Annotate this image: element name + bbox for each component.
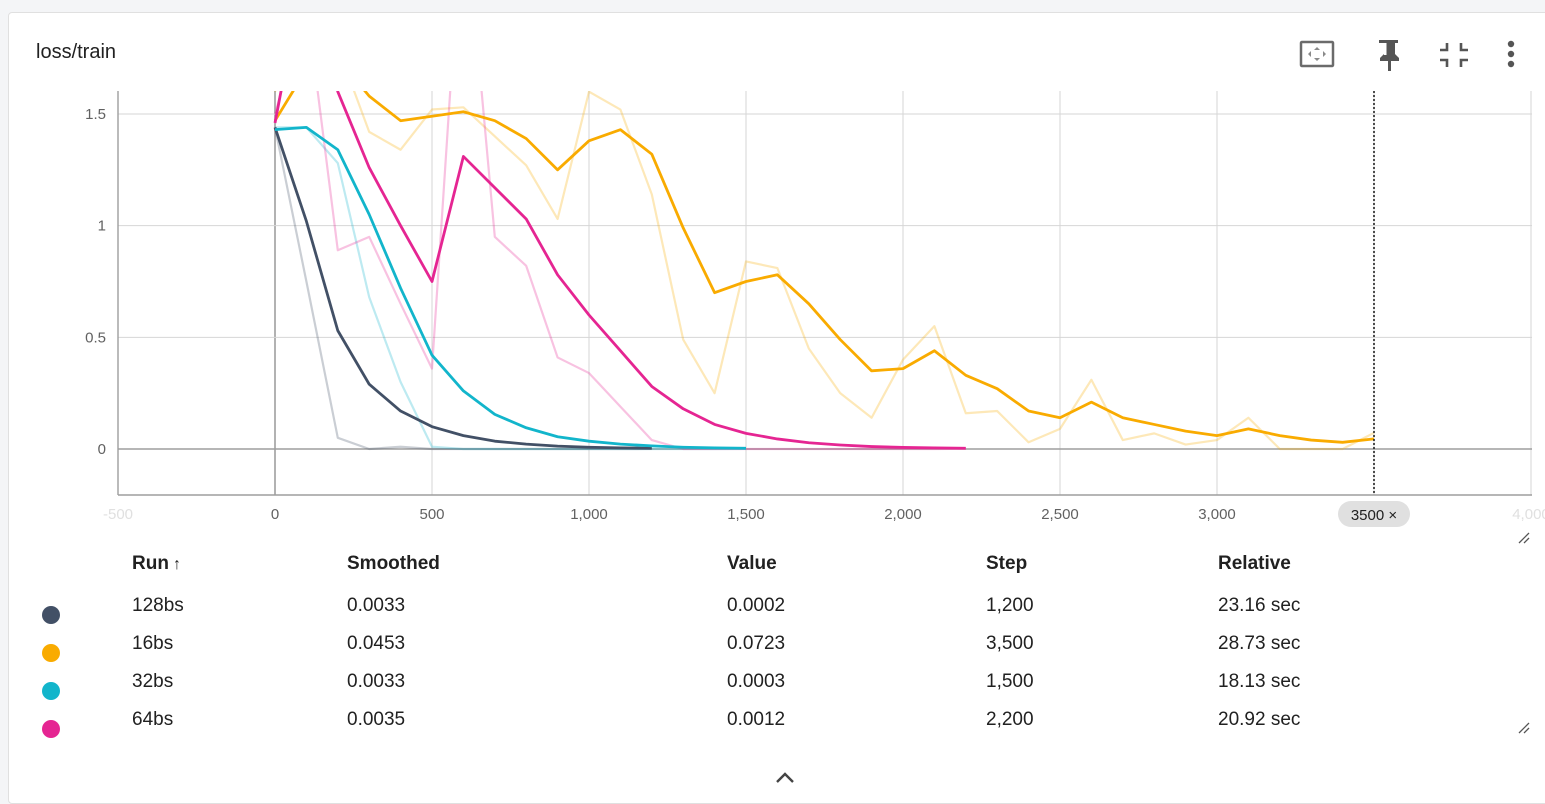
- cell-step: 2,200: [986, 709, 1034, 730]
- chevron-up-icon[interactable]: [772, 768, 798, 788]
- x-tick-label: 1,500: [727, 506, 765, 523]
- cell-smoothed: 0.0453: [347, 633, 406, 654]
- table-header: Run ↑ Smoothed Value Step Relative: [9, 553, 1545, 591]
- scalar-card: loss/train 0 0.5 1 1.5 -500 0 500 1,000 1,500 2,0…: [8, 12, 1545, 804]
- line-chart[interactable]: 0 0.5 1 1.5 -500 0 500 1,000 1,500 2,000 2,500 3,00…: [9, 13, 1545, 533]
- x-tick-label: 3,000: [1198, 506, 1236, 523]
- cell-step: 1,500: [986, 671, 1034, 692]
- cell-step: 1,200: [986, 595, 1034, 616]
- x-tick-label: -500: [103, 506, 133, 523]
- cell-relative: 28.73 sec: [1218, 633, 1301, 654]
- table-row[interactable]: 64bs 0.0035 0.0012 2,200 20.92 sec: [9, 709, 1545, 747]
- header-step[interactable]: Step: [986, 553, 1028, 574]
- cell-run: 16bs: [132, 633, 174, 654]
- cell-relative: 20.92 sec: [1218, 709, 1301, 730]
- cell-run: 64bs: [132, 709, 174, 730]
- smoothed-line-32bs: [274, 126, 747, 450]
- step-chip-bg: [1338, 501, 1410, 527]
- cell-value: 0.0002: [727, 595, 786, 616]
- smoothed-line-64bs: [273, 91, 966, 450]
- x-tick-label: 2,000: [884, 506, 922, 523]
- cell-relative: 23.16 sec: [1218, 595, 1301, 616]
- x-tick-label: 1,000: [570, 506, 608, 523]
- smoothed-line-16bs: [273, 91, 1375, 444]
- pin-icon: [1379, 40, 1399, 71]
- raw-line-32bs: [275, 126, 747, 451]
- x-tick-label: 2,500: [1041, 506, 1079, 523]
- cell-smoothed: 0.0033: [347, 595, 406, 616]
- run-color-swatch: [42, 606, 60, 624]
- raw-line-16bs: [274, 91, 1375, 451]
- x-tick-label: 500: [419, 506, 444, 523]
- card-title: loss/train: [36, 41, 117, 63]
- step-chip-label: 3500 ×: [1351, 507, 1397, 524]
- cell-value: 0.0012: [727, 709, 786, 730]
- fit-domain-button[interactable]: [1299, 39, 1335, 71]
- sort-arrow-icon: ↑: [172, 556, 181, 573]
- run-color-swatch: [42, 644, 60, 662]
- cell-value: 0.0003: [727, 671, 786, 692]
- collapse-card-button[interactable]: [1436, 39, 1472, 71]
- table-row[interactable]: 16bs 0.0453 0.0723 3,500 28.73 sec: [9, 633, 1545, 671]
- gridlines: [117, 91, 1532, 495]
- run-color-swatch: [42, 720, 60, 738]
- resize-handle-icon[interactable]: [1517, 531, 1531, 545]
- cell-relative: 18.13 sec: [1218, 671, 1301, 692]
- y-tick-label: 0.5: [85, 329, 106, 346]
- smoothed-line-128bs: [273, 126, 652, 450]
- header-run[interactable]: Run ↑: [132, 553, 181, 574]
- step-marker-chip[interactable]: 3500 ×: [1338, 501, 1410, 527]
- header-smoothed[interactable]: Smoothed: [347, 553, 440, 574]
- x-tick-label: 4,000: [1512, 506, 1545, 523]
- y-tick-label: 1.5: [85, 106, 106, 123]
- raw-line-64bs: [273, 91, 966, 451]
- cell-step: 3,500: [986, 633, 1034, 654]
- table-row[interactable]: 128bs 0.0033 0.0002 1,200 23.16 sec: [9, 595, 1545, 633]
- table-row[interactable]: 32bs 0.0033 0.0003 1,500 18.13 sec: [9, 671, 1545, 709]
- y-tick-label: 0: [98, 441, 106, 458]
- raw-line-128bs: [273, 127, 652, 451]
- series-layer: [273, 91, 1375, 451]
- fit-domain-icon: [1299, 40, 1335, 68]
- cell-smoothed: 0.0033: [347, 671, 406, 692]
- run-color-swatch: [42, 682, 60, 700]
- x-tick-label: 0: [271, 506, 279, 523]
- y-tick-label: 1: [98, 218, 106, 235]
- pin-button[interactable]: [1371, 39, 1407, 71]
- axes: 0 0.5 1 1.5 -500 0 500 1,000 1,500 2,000 2,500 3,00…: [85, 91, 1545, 527]
- header-value[interactable]: Value: [727, 553, 777, 574]
- cell-run: 128bs: [132, 595, 184, 616]
- cell-run: 32bs: [132, 671, 174, 692]
- cell-smoothed: 0.0035: [347, 709, 406, 730]
- header-relative[interactable]: Relative: [1218, 553, 1291, 574]
- more-menu-icon: [1507, 40, 1515, 68]
- more-menu-button[interactable]: [1501, 39, 1521, 71]
- cell-value: 0.0723: [727, 633, 786, 654]
- table-resize-handle-icon[interactable]: [1517, 721, 1531, 735]
- collapse-card-icon: [1440, 43, 1468, 67]
